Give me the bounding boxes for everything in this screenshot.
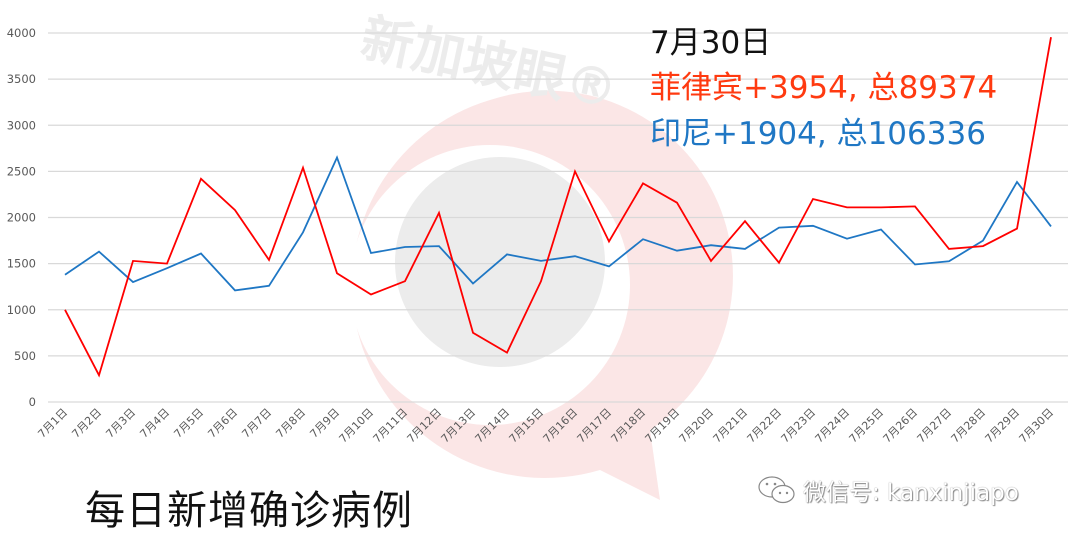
x-tick-label: 7月11日 bbox=[371, 406, 411, 446]
y-tick-label: 3500 bbox=[7, 72, 36, 86]
y-tick-label: 2500 bbox=[7, 164, 36, 178]
x-tick-label: 7月30日 bbox=[1017, 406, 1057, 446]
x-tick-label: 7月28日 bbox=[949, 406, 989, 446]
x-tick-label: 7月7日 bbox=[239, 406, 274, 441]
x-tick-label: 7月5日 bbox=[171, 406, 206, 441]
x-tick-label: 7月23日 bbox=[779, 406, 819, 446]
wechat-id-text: 微信号: kanxinjiapo bbox=[803, 480, 1019, 506]
y-tick-label: 1000 bbox=[7, 303, 36, 317]
chart-title: 每日新增确诊病例 bbox=[85, 488, 413, 534]
x-tick-label: 7月1日 bbox=[35, 406, 70, 441]
x-tick-label: 7月26日 bbox=[881, 406, 921, 446]
x-tick-label: 7月6日 bbox=[205, 406, 240, 441]
y-tick-label: 3000 bbox=[7, 118, 36, 132]
series-lines bbox=[64, 37, 1052, 378]
x-tick-label: 7月22日 bbox=[745, 406, 785, 446]
gridlines bbox=[48, 32, 1068, 403]
series-line-印尼 bbox=[64, 155, 1052, 292]
series-line-菲律宾 bbox=[64, 37, 1052, 378]
x-tick-label: 7月29日 bbox=[983, 406, 1023, 446]
x-tick-label: 7月20日 bbox=[677, 406, 717, 446]
annotation-date: 7月30日 bbox=[650, 25, 772, 61]
x-tick-label: 7月2日 bbox=[69, 406, 104, 441]
y-tick-label: 2000 bbox=[7, 211, 36, 225]
x-tick-label: 7月21日 bbox=[711, 406, 751, 446]
x-tick-label: 7月4日 bbox=[137, 406, 172, 441]
x-tick-label: 7月27日 bbox=[915, 406, 955, 446]
x-tick-label: 7月24日 bbox=[813, 406, 853, 446]
y-tick-label: 0 bbox=[29, 395, 36, 409]
x-tick-label: 7月10日 bbox=[337, 406, 377, 446]
y-tick-label: 500 bbox=[14, 349, 36, 363]
x-tick-label: 7月25日 bbox=[847, 406, 887, 446]
y-axis-labels: 0 500 1000 1500 2000 2500 3000 3500 4000 bbox=[7, 26, 36, 409]
wechat-icon bbox=[758, 476, 795, 504]
annotation-indonesia: 印尼+1904, 总106336 bbox=[650, 116, 986, 152]
y-tick-label: 4000 bbox=[7, 26, 36, 40]
x-tick-label: 7月3日 bbox=[103, 406, 138, 441]
y-tick-label: 1500 bbox=[7, 257, 36, 271]
x-tick-label: 7月8日 bbox=[273, 406, 308, 441]
annotation-philippines: 菲律宾+3954, 总89374 bbox=[650, 70, 998, 106]
wechat-watermark: 微信号: kanxinjiapo bbox=[757, 473, 1019, 507]
